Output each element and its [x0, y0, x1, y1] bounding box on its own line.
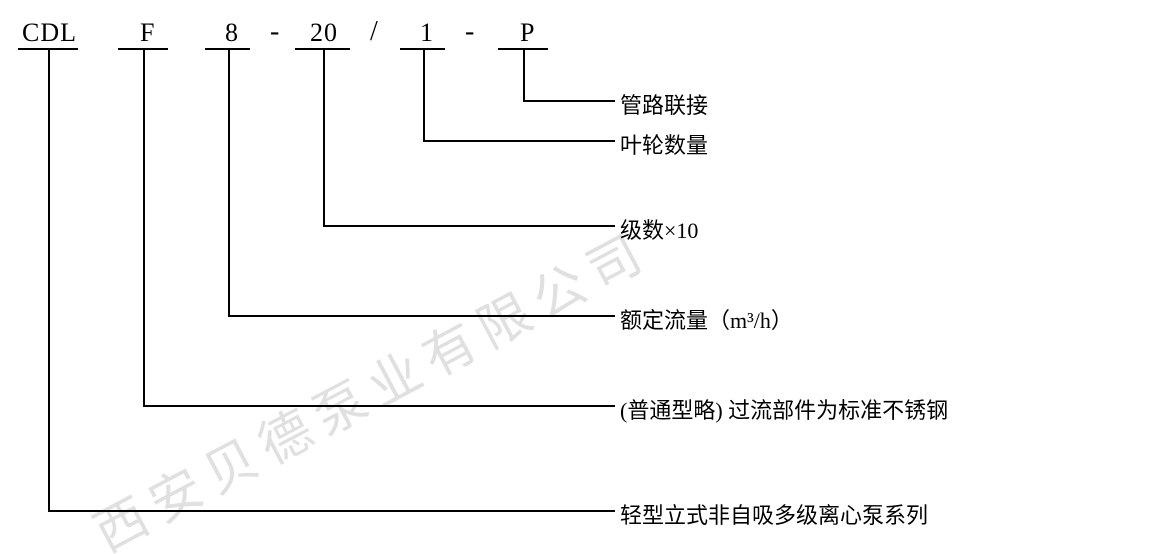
desc-p: 管路联接	[620, 88, 708, 120]
code-part-cdl: CDL	[22, 18, 77, 48]
code-part-8: 8	[225, 18, 239, 48]
diagram-canvas: 西安贝德泵业有限公司 CDL F 8 20 1 P - / - 管路联接 叶轮数…	[0, 0, 1163, 554]
separator-slash: /	[370, 16, 378, 48]
desc-cdl: 轻型立式非自吸多级离心泵系列	[620, 498, 928, 530]
desc-8: 额定流量（m³/h）	[620, 303, 793, 335]
leader-cdl	[48, 510, 615, 512]
desc-1: 叶轮数量	[620, 128, 708, 160]
dropline-p	[523, 48, 525, 100]
desc-20: 级数×10	[620, 213, 698, 245]
code-part-1: 1	[420, 18, 434, 48]
code-part-p: P	[520, 18, 535, 48]
leader-1	[423, 140, 615, 142]
dropline-8	[228, 48, 230, 315]
code-part-f: F	[140, 18, 155, 48]
desc-f: (普通型略) 过流部件为标准不锈钢	[620, 393, 948, 425]
dropline-1	[423, 48, 425, 140]
leader-f	[143, 405, 615, 407]
dropline-cdl	[48, 48, 50, 510]
dropline-20	[323, 48, 325, 225]
watermark-text: 西安贝德泵业有限公司	[79, 209, 662, 554]
leader-20	[323, 225, 615, 227]
dropline-f	[143, 48, 145, 405]
leader-8	[228, 315, 615, 317]
separator-dash-1: -	[270, 16, 279, 48]
separator-dash-2: -	[465, 16, 474, 48]
code-part-20: 20	[310, 18, 338, 48]
leader-p	[523, 100, 615, 102]
